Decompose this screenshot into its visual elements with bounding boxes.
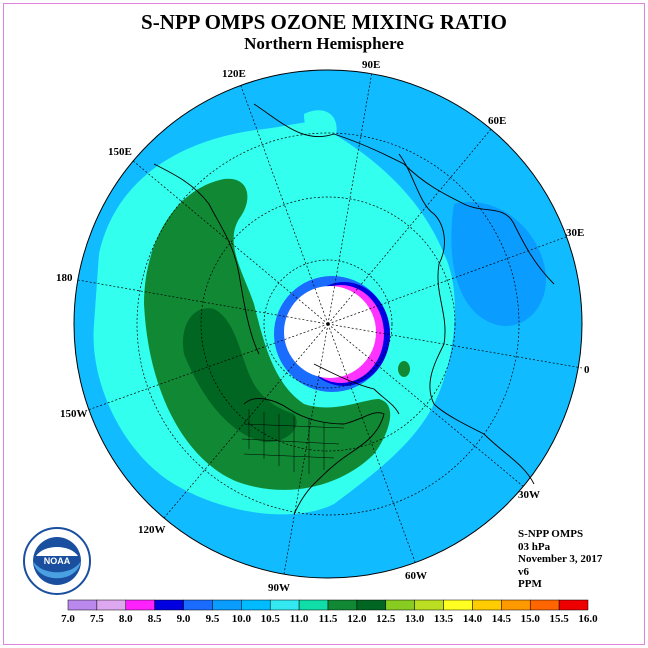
lon-label-120w: 120W	[138, 524, 166, 536]
ozone-core-dark-green	[183, 308, 297, 443]
lon-label-60e: 60E	[488, 115, 506, 127]
lon-label-60w: 60W	[405, 570, 427, 582]
polar-map: 90E 60E 30E 0 30W 60W 90W 120W 150W 180 …	[56, 59, 590, 594]
info-level: 03 hPa	[518, 540, 551, 553]
polar-night-area	[284, 286, 376, 378]
map-figure: S-NPP OMPS OZONE MIXING RATIO Northern H…	[3, 3, 645, 645]
meridian-line	[87, 323, 329, 411]
ozone-patch-mid-blue	[451, 202, 546, 326]
lon-label-150e: 150E	[108, 146, 132, 158]
meridian-line	[327, 323, 525, 488]
meridian-line	[327, 71, 373, 325]
graticule-lat-ring	[200, 196, 456, 452]
meridian-line	[131, 159, 329, 325]
map-boundary	[73, 69, 583, 579]
coastline-north-america	[243, 398, 385, 515]
product-info: S-NPP OMPS 03 hPa November 3, 2017 v6 PP…	[518, 528, 602, 591]
info-version: v6	[518, 565, 529, 578]
graticule	[77, 71, 583, 575]
coastline-europe-africa	[398, 153, 535, 485]
coastline-greenland	[313, 363, 400, 415]
coastline-eurasia	[253, 103, 555, 285]
ozone-field	[74, 70, 582, 578]
coastline-siberia-alaska	[153, 163, 260, 355]
state-boundary-lines	[241, 409, 345, 474]
ozone-spot-green	[398, 361, 410, 377]
info-instrument: S-NPP OMPS	[518, 528, 584, 540]
logo-text: NOAA	[44, 556, 71, 566]
info-date: November 3, 2017	[518, 553, 603, 565]
logo-bird	[36, 547, 78, 556]
page-subtitle: Northern Hemisphere	[244, 34, 404, 53]
coastlines	[153, 103, 555, 515]
lon-label-150w: 150W	[60, 408, 88, 420]
lon-label-90e: 90E	[362, 59, 380, 71]
meridian-line	[327, 323, 583, 369]
logo-wave	[33, 561, 81, 579]
lon-label-120e: 120E	[222, 68, 246, 80]
lon-label-180: 180	[56, 272, 73, 284]
lon-label-30w: 30W	[518, 489, 540, 501]
graticule-lat-ring	[263, 259, 393, 389]
graticule-lat-ring	[136, 132, 520, 516]
lon-label-90w: 90W	[268, 582, 290, 594]
noaa-logo-icon: NOAA	[23, 527, 91, 595]
ozone-band-green	[144, 178, 391, 490]
lon-label-30e: 30E	[566, 227, 584, 239]
lon-label-0: 0	[584, 364, 590, 376]
info-units: PPM	[518, 578, 542, 590]
page-title: S-NPP OMPS OZONE MIXING RATIO	[141, 10, 507, 34]
meridian-line	[327, 127, 493, 325]
state-boundaries	[241, 409, 345, 474]
